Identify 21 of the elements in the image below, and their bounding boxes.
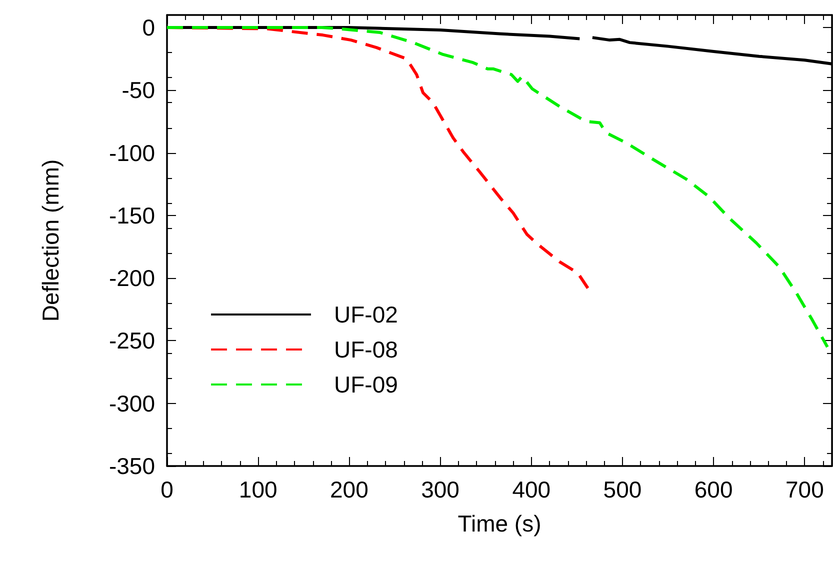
x-tick-label: 600 (694, 476, 733, 502)
x-tick-label: 300 (421, 476, 460, 502)
y-axis-title: Deflection (mm) (38, 159, 64, 322)
x-tick-label: 100 (238, 476, 278, 502)
legend-label: UF-02 (334, 302, 398, 328)
y-tick-label: -100 (108, 140, 155, 166)
y-tick-label: 0 (142, 14, 155, 41)
y-tick-label: -350 (108, 453, 155, 479)
y-tick-label: -250 (108, 328, 155, 354)
y-tick-label: -150 (108, 202, 155, 228)
x-tick-label: 500 (603, 476, 642, 502)
x-tick-label: 0 (160, 476, 174, 502)
x-tick-label: 200 (330, 476, 368, 502)
y-tick-label: -50 (122, 77, 155, 104)
legend-label: UF-08 (334, 336, 398, 362)
x-tick-label: 700 (785, 476, 824, 502)
x-tick-label: 400 (512, 476, 551, 502)
legend-label: UF-09 (334, 372, 398, 398)
x-axis-title: Time (s) (458, 510, 542, 536)
y-tick-label: -300 (108, 390, 155, 416)
y-tick-label: -200 (108, 265, 155, 292)
